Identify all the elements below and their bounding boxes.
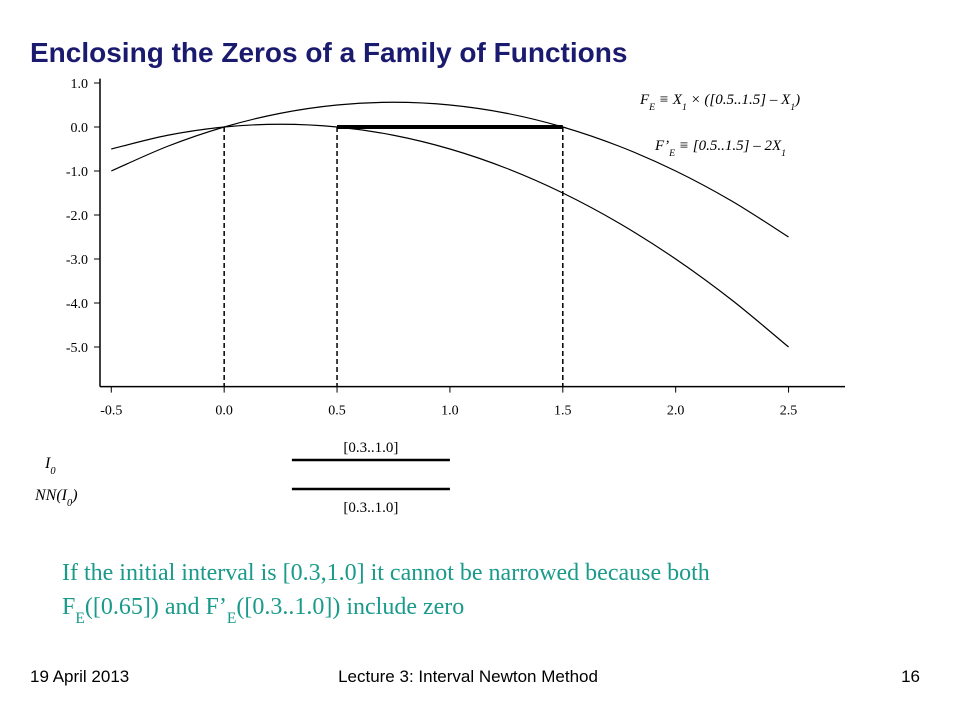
y-tick-label: -4.0 <box>66 297 88 312</box>
y-tick-label: 0.0 <box>71 121 89 136</box>
curve <box>111 101 789 238</box>
footer-page: 16 <box>901 667 920 686</box>
text-part: NN(I <box>34 487 68 504</box>
text-part: If the initial interval is [0.3,1.0] it … <box>62 560 710 586</box>
text-part: ≡ X <box>655 92 683 108</box>
subscript: E <box>227 610 237 627</box>
x-tick-label: 2.5 <box>780 404 798 419</box>
text-part: ) <box>71 487 77 504</box>
caption-line: FE([0.65]) and F’E([0.3..1.0]) include z… <box>62 594 464 627</box>
curve <box>111 123 789 348</box>
interval-label: [0.3..1.0] <box>343 500 398 516</box>
y-tick-label: -3.0 <box>66 253 88 268</box>
x-tick-label: 0.0 <box>215 404 233 419</box>
x-tick-label: 2.0 <box>667 404 685 419</box>
subscript: E <box>668 148 675 159</box>
subscript: E <box>648 102 655 113</box>
subscript: 1 <box>790 102 795 113</box>
interval-name: NN(I0) <box>34 487 78 509</box>
y-tick-label: -5.0 <box>66 341 88 356</box>
subscript: 0 <box>50 466 56 477</box>
annotation: F’E ≡ [0.5..1.5] – 2X1 <box>654 138 786 159</box>
interval-label: [0.3..1.0] <box>343 440 398 456</box>
text-part: ([0.65]) and F’ <box>85 594 227 620</box>
y-tick-label: -1.0 <box>66 165 88 180</box>
subscript: E <box>75 610 85 627</box>
subscript: 1 <box>682 102 687 113</box>
interval-name: I0 <box>44 455 56 477</box>
x-tick-label: 1.5 <box>554 404 572 419</box>
text-part: ) <box>794 92 800 108</box>
x-tick-label: 1.0 <box>441 404 459 419</box>
subscript: 1 <box>781 148 786 159</box>
text-part: F <box>62 594 75 620</box>
text-part: ([0.3..1.0]) include zero <box>236 594 464 620</box>
y-tick-label: -2.0 <box>66 209 88 224</box>
text-part: F <box>639 92 650 108</box>
annotation: FE ≡ X1 × ([0.5..1.5] – X1) <box>639 92 800 113</box>
text-part: F’ <box>654 138 669 154</box>
y-tick-label: 1.0 <box>71 77 89 92</box>
footer-date: 19 April 2013 <box>30 667 129 686</box>
caption-line: If the initial interval is [0.3,1.0] it … <box>62 560 710 586</box>
text-part: ≡ [0.5..1.5] – 2X <box>675 138 782 154</box>
slide-title: Enclosing the Zeros of a Family of Funct… <box>30 37 627 68</box>
text-part: I <box>44 455 51 472</box>
x-tick-label: 0.5 <box>328 404 346 419</box>
footer-lecture: Lecture 3: Interval Newton Method <box>338 667 598 686</box>
subscript: 0 <box>67 498 73 509</box>
x-tick-label: -0.5 <box>100 404 122 419</box>
text-part: × ([0.5..1.5] – X <box>687 92 791 108</box>
